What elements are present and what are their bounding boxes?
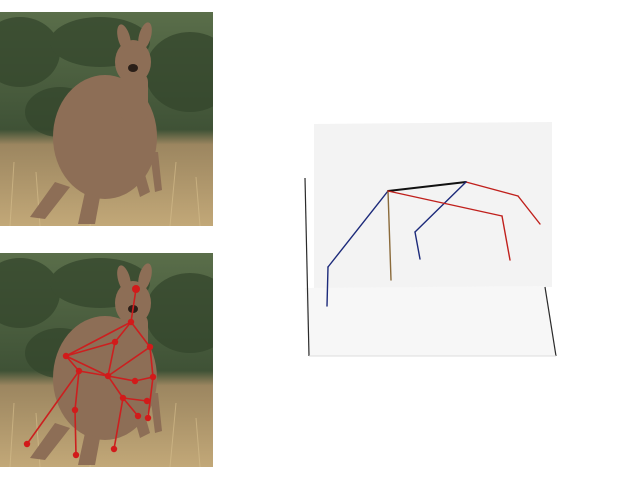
keypoint-2d-6 (75, 367, 83, 375)
keypoint-2d-15 (72, 451, 80, 459)
bone-3d-0 (387, 181, 467, 192)
bone-2d-7 (65, 355, 80, 372)
keypoint-2d-0 (132, 285, 140, 293)
bone-2d-5 (65, 341, 116, 357)
bone-3d-3 (327, 190, 389, 268)
bone-3d-7 (414, 231, 421, 260)
bone-3d-2 (517, 195, 541, 225)
bone-2d-3 (65, 321, 132, 357)
keypoint-2d-8 (149, 373, 157, 381)
keypoint-2d-13 (144, 414, 152, 422)
skeleton-3d (326, 181, 541, 307)
bone-2d-12 (107, 375, 124, 399)
plot-3d-box (304, 122, 557, 357)
original-photo (0, 12, 213, 226)
bone-2d-0 (130, 288, 137, 323)
keypoint-2d-7 (131, 377, 139, 385)
kangaroo-body (30, 22, 162, 224)
bone-2d-6 (149, 346, 154, 378)
bone-3d-5 (387, 190, 392, 281)
bone-2d-17 (26, 370, 80, 445)
bone-3d-8 (387, 190, 503, 217)
bone-3d-6 (414, 181, 467, 233)
bone-2d-19 (113, 397, 124, 450)
plot-floor (305, 286, 556, 356)
kangaroo-photo (0, 12, 213, 226)
keypoint-2d-1 (127, 318, 135, 326)
keypoint-bones-2d (26, 288, 154, 456)
bone-2d-8 (65, 355, 109, 377)
keypoint-2d-16 (110, 445, 118, 453)
bone-2d-4 (107, 341, 116, 377)
keypoint-2d-3 (146, 343, 154, 351)
keypoint-2d-5 (104, 372, 112, 380)
keypoint-2d-11 (71, 406, 79, 414)
keypoint-2d-14 (23, 440, 31, 448)
bone-3d-9 (501, 215, 511, 261)
plot-right-edge (544, 286, 557, 357)
bone-2d-10 (74, 370, 80, 411)
keypoint-2d-9 (119, 394, 127, 402)
bone-3d-4 (326, 266, 329, 307)
keypoint-2d-4 (62, 352, 70, 360)
bone-2d-15 (147, 376, 154, 419)
bone-2d-18 (74, 409, 77, 456)
keypoint-2d-12 (134, 412, 142, 420)
bone-2d-13 (122, 397, 139, 417)
bone-2d-9 (107, 375, 136, 382)
keypoints-2d (23, 285, 157, 459)
bone-2d-16 (107, 346, 151, 377)
keypoint-2d-10 (143, 397, 151, 405)
bone-3d-1 (465, 181, 519, 197)
keypoint-2d-2 (111, 338, 119, 346)
bone-2d-11 (78, 370, 109, 377)
bone-2d-1 (114, 321, 132, 343)
bone-2d-2 (130, 321, 151, 348)
plot-left-edge (304, 177, 310, 357)
bone-2d-14 (122, 397, 148, 402)
plot-back-wall (314, 122, 552, 288)
